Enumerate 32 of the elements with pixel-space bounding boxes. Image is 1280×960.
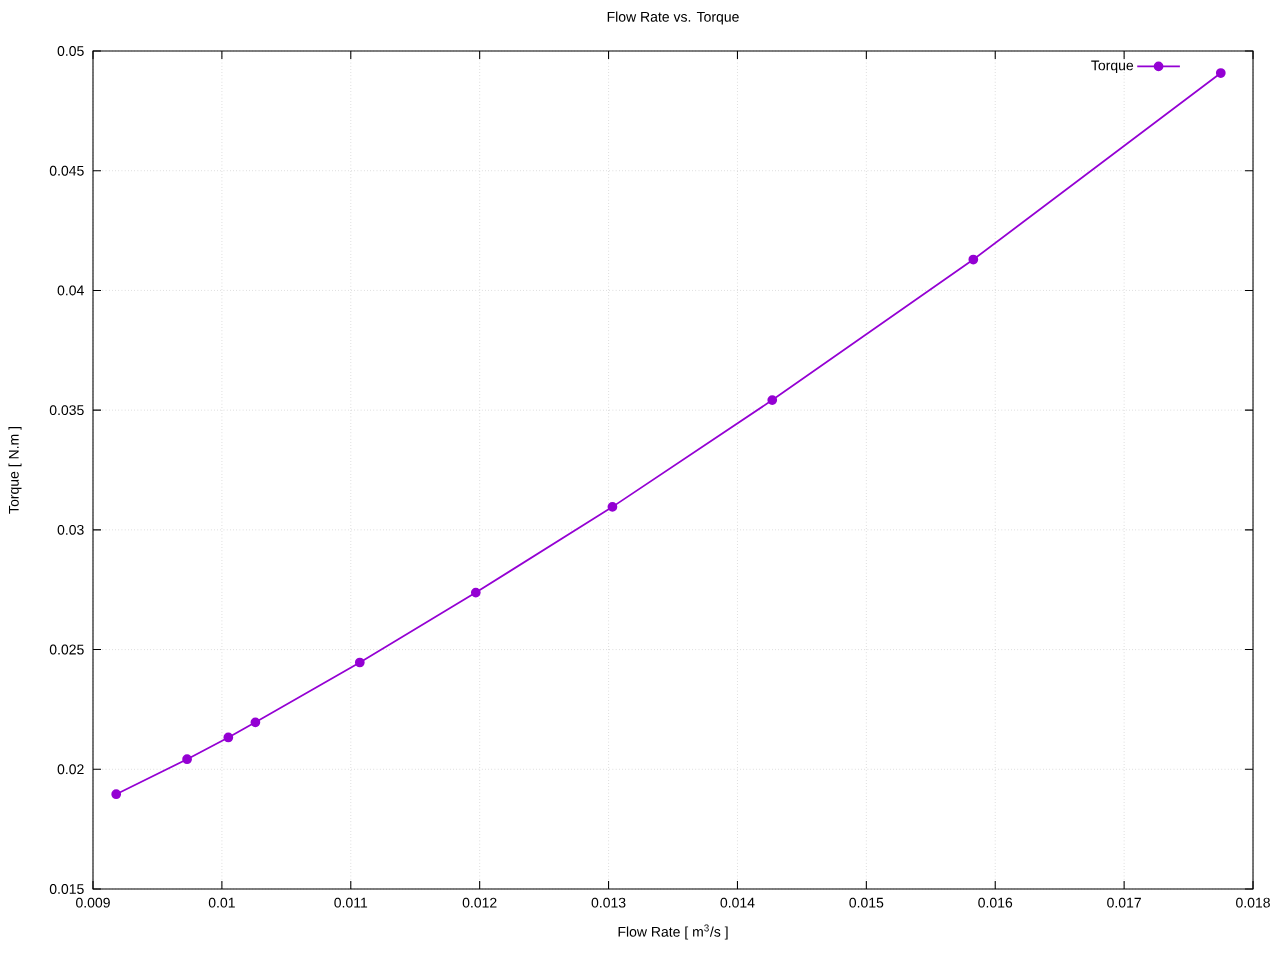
- x-tick-label: 0.014: [720, 897, 755, 908]
- y-tick-label: 0.025: [49, 644, 84, 655]
- x-tick-label: 0.016: [978, 897, 1013, 908]
- y-tick-label: 0.035: [49, 405, 84, 416]
- y-tick-label: 0.05: [57, 46, 84, 56]
- x-tick-label: 0.018: [1236, 897, 1270, 908]
- x-tick-label: 0.01: [208, 897, 235, 908]
- point: [111, 789, 122, 800]
- point: [182, 754, 192, 765]
- y-tick-label: 0.015: [49, 884, 84, 894]
- point: [250, 717, 261, 728]
- point: [767, 395, 778, 405]
- y-tick-label: 0.045: [49, 165, 84, 176]
- point: [223, 732, 234, 743]
- point: [1215, 68, 1226, 78]
- point: [470, 587, 481, 598]
- x-tick-label: 0.015: [849, 897, 884, 908]
- chart-title: Flow Rate vs. Torque: [607, 11, 739, 25]
- x-axis-title: Flow Rate [ m$^{3}$/s ]: [618, 924, 728, 940]
- y-tick-label: 0.04: [57, 285, 84, 296]
- legend-label: Torque: [1091, 60, 1134, 74]
- x-tick-label: 0.012: [462, 897, 497, 908]
- x-tick-label: 0.011: [334, 897, 368, 908]
- x-tick-label: 0.017: [1107, 897, 1141, 908]
- x-tick-label: 0.013: [591, 897, 626, 908]
- point: [354, 657, 365, 668]
- point: [607, 502, 618, 512]
- point: [968, 254, 979, 265]
- y-tick-label: 0.02: [57, 764, 84, 775]
- x-tick-label: 0.009: [76, 897, 110, 908]
- y-axis-title: Torque [ N.m ]: [8, 427, 22, 514]
- y-tick-label: 0.03: [57, 524, 84, 535]
